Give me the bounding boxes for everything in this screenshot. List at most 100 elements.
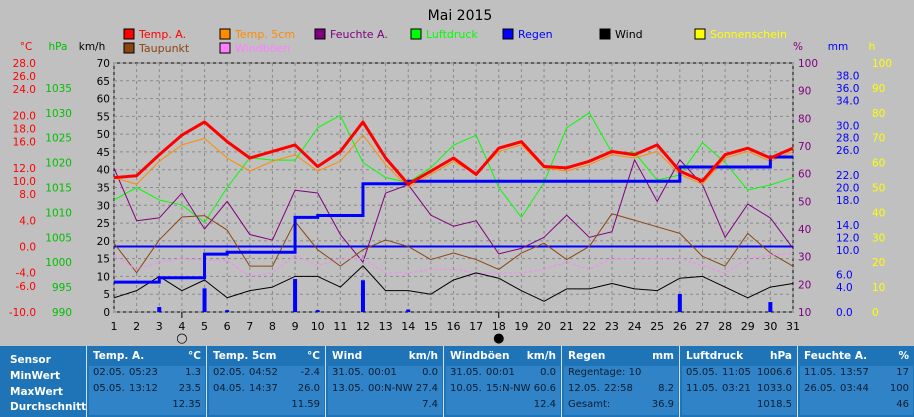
stats-min-date: 31.05. — [332, 367, 364, 378]
stats-avg-label: Gesamt: — [568, 399, 611, 410]
x-tick-label: 16 — [447, 320, 461, 333]
stats-header: Feuchte A.% — [798, 350, 914, 364]
stats-min-value: 1006.6 — [757, 367, 792, 378]
sun-tick-label: 10 — [872, 282, 885, 294]
pressure-tick-label: 1035 — [45, 83, 72, 95]
rain-tick-label: 36.0 — [836, 83, 859, 95]
x-tick-label: 23 — [605, 320, 619, 333]
pressure-tick-label: 1010 — [45, 207, 72, 219]
rain-daily-bar — [768, 302, 773, 312]
stats-max-date: 12.05. — [568, 383, 600, 394]
pressure-tick-label: 1000 — [45, 257, 72, 269]
x-tick-label: 4 — [178, 320, 185, 333]
stats-unit: °C — [307, 350, 320, 362]
rain-tick-label: 10.0 — [836, 245, 859, 257]
x-tick-label: 11 — [333, 320, 347, 333]
stats-min-value: 17 — [896, 367, 909, 378]
wind-tick-label: 35 — [97, 183, 110, 195]
wind-tick-label: 55 — [97, 111, 110, 123]
x-tick-label: 21 — [560, 320, 574, 333]
stats-sensor-name: Temp. A. — [93, 350, 145, 362]
legend-label: Taupunkt — [138, 42, 190, 55]
stats-column-feuchte-a: Feuchte A.% 11.05. 13:57 17 26.05. 03:44 100 46 — [797, 346, 914, 417]
stats-cells: 31.05. 00:01 0.0 13.05. 00:N-NW 27.4 7.4 — [328, 366, 442, 415]
wind-tick-label: 10 — [97, 271, 110, 283]
rain-daily-bar — [202, 288, 207, 312]
x-tick-label: 27 — [695, 320, 709, 333]
stats-unit: °C — [188, 350, 201, 362]
wind-tick-label: 20 — [97, 236, 110, 248]
humidity-tick-label: 20 — [798, 279, 811, 291]
sun-tick-label: 70 — [872, 133, 885, 145]
rain-daily-bar — [225, 310, 230, 312]
stats-max-value: 26.0 — [297, 383, 320, 394]
stats-unit: % — [898, 350, 909, 362]
temp-tick-label: -6.0 — [16, 281, 37, 293]
stats-header: Temp. 5cm °C — [207, 350, 326, 364]
stats-avg-row: 46 — [800, 399, 913, 411]
x-tick-label: 9 — [292, 320, 299, 333]
stats-avg-row: 12.4 — [446, 399, 560, 411]
x-tick-label: 6 — [224, 320, 231, 333]
x-tick-label: 13 — [379, 320, 393, 333]
humidity-tick-label: 70 — [798, 141, 811, 153]
stats-max-value: 27.4 — [415, 383, 438, 394]
stats-max-value: 100 — [889, 383, 909, 394]
rain-tick-label: 6.0 — [836, 270, 853, 282]
legend-label: Sonnenschein — [710, 28, 787, 41]
stats-max-row: 12.05. 22:58 8.2 — [564, 383, 678, 395]
pressure-axis-unit: hPa — [49, 41, 68, 53]
stats-max-time: 03:21 — [722, 383, 751, 394]
legend-swatch — [314, 28, 326, 40]
stats-cells: 05.05. 11:05 1006.6 11.05. 03:21 1033.0 1018.5 — [682, 366, 796, 415]
legend-label: Regen — [518, 28, 553, 41]
x-tick-label: 17 — [469, 320, 483, 333]
x-tick-label: 14 — [401, 320, 415, 333]
humidity-tick-label: 50 — [798, 196, 811, 208]
stats-min-value: 0.0 — [422, 367, 438, 378]
x-tick-label: 20 — [537, 320, 551, 333]
pressure-tick-label: 1015 — [45, 183, 72, 195]
wind-tick-label: 40 — [97, 165, 110, 177]
stats-column-wind: Wind km/h 31.05. 00:01 0.0 13.05. 00:N-NW 27.4 7… — [325, 346, 444, 417]
humidity-axis-unit: % — [793, 41, 803, 53]
stats-min-row: 02.05. 04:52 -2.4 — [209, 367, 324, 379]
pressure-tick-label: 990 — [52, 307, 72, 319]
x-tick-label: 3 — [156, 320, 163, 333]
temp-tick-label: 24.0 — [13, 84, 36, 96]
stats-sensor-name: Windböen — [450, 350, 510, 362]
pressure-tick-label: 1005 — [45, 232, 72, 244]
stats-column-luftdruck: Luftdruck hPa 05.05. 11:05 1006.6 11.05. 03:21… — [679, 346, 798, 417]
stats-min-row: 05.05. 11:05 1006.6 — [682, 367, 796, 379]
temp-tick-label: 16.0 — [13, 137, 36, 149]
rain-daily-bar — [157, 307, 162, 312]
stats-max-time: 22:58 — [604, 383, 633, 394]
stats-avg-row: Gesamt: 36.9 — [564, 399, 678, 411]
humidity-tick-label: 90 — [798, 86, 811, 98]
series-feuchte-a-line — [113, 159, 794, 263]
rain-tick-label: 14.0 — [836, 220, 859, 232]
chart-title: Mai 2015 — [428, 8, 493, 24]
stats-avg-value: 12.35 — [172, 399, 201, 410]
stats-unit: hPa — [770, 350, 792, 362]
stats-avg-value: 7.4 — [422, 399, 438, 410]
temp-tick-label: -4.0 — [16, 268, 37, 280]
x-tick-label: 8 — [269, 320, 276, 333]
stats-max-row: 10.05. 15:N-NW 60.6 — [446, 383, 560, 395]
stats-min-time: 00:01 — [486, 367, 515, 378]
stats-column-temp-5cm: Temp. 5cm °C 02.05. 04:52 -2.4 04.05. 14:37 26.… — [206, 346, 326, 417]
moon-phase-marker: ● — [493, 331, 504, 346]
stats-max-row: 11.05. 03:21 1033.0 — [682, 383, 796, 395]
x-tick-label: 24 — [628, 320, 642, 333]
legend-label: Feuchte A. — [330, 28, 388, 41]
stats-header: Luftdruck hPa — [680, 350, 798, 364]
statistics-panel: Sensor MinWert MaxWert Durchschnitt Temp… — [0, 346, 914, 417]
sun-tick-label: 30 — [872, 232, 885, 244]
rain-daily-bar — [360, 280, 365, 312]
legend-swatch — [219, 42, 231, 54]
wind-tick-label: 60 — [97, 94, 110, 106]
stats-min-row: 31.05. 00:01 0.0 — [446, 367, 560, 379]
temp-tick-label: 0.0 — [19, 241, 36, 253]
legend-label: Temp. 5cm — [234, 28, 295, 41]
legend-swatch — [410, 28, 422, 40]
